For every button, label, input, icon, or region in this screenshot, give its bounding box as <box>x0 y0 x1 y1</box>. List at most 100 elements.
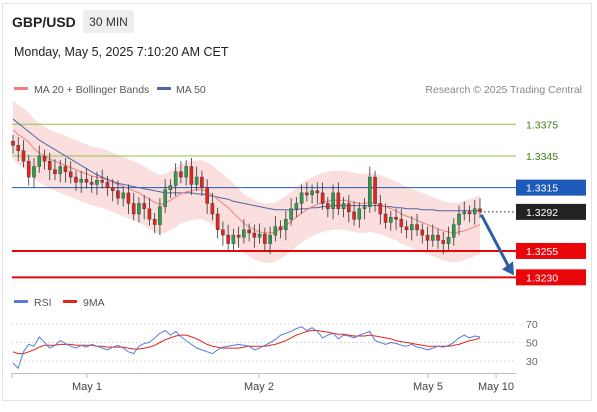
candlestick <box>236 226 241 248</box>
bollinger-band-area <box>13 100 480 263</box>
timeframe-badge[interactable] <box>83 10 134 33</box>
candlestick <box>79 170 83 193</box>
x-axis-tick-label: May 1 <box>72 381 102 393</box>
candle-body <box>47 161 52 170</box>
candle-body <box>383 213 388 223</box>
candle-body <box>200 176 204 188</box>
candle-body <box>305 192 309 196</box>
candlestick <box>362 198 367 220</box>
candle-body <box>221 229 225 236</box>
candlestick <box>163 179 167 213</box>
candle-body <box>168 185 173 190</box>
candlestick <box>158 198 162 236</box>
candle-body <box>441 240 446 244</box>
candle-body <box>152 219 157 225</box>
candlestick <box>410 216 414 241</box>
rsi-grid: 70 50 30 <box>12 319 538 368</box>
candlestick <box>247 223 251 242</box>
candlestick <box>116 180 120 205</box>
candlestick <box>446 226 451 250</box>
candlestick <box>299 184 304 214</box>
candle-body <box>294 203 299 209</box>
candle-body <box>210 203 215 215</box>
price-level-tag-1.3315 <box>516 179 586 196</box>
candle-body <box>315 190 320 194</box>
candle-body <box>231 234 236 244</box>
candle-body <box>184 166 188 178</box>
candlestick <box>105 176 110 197</box>
candle-body <box>436 234 440 241</box>
candlestick <box>368 166 372 213</box>
candle-body <box>68 171 73 178</box>
candlestick <box>21 140 26 168</box>
candlestick <box>268 226 272 255</box>
candle-body <box>352 211 356 220</box>
ma9-legend-swatch <box>63 300 77 303</box>
candle-body <box>126 192 131 204</box>
ma20-legend-swatch <box>14 87 28 90</box>
candlestick <box>142 195 146 220</box>
candlestick <box>184 160 188 186</box>
moving-averages <box>12 118 481 234</box>
candle-body <box>100 180 104 183</box>
candle-body <box>273 226 278 236</box>
copyright-label: Research © 2025 Trading Central <box>425 84 582 96</box>
candle-body <box>252 232 257 238</box>
candle-body <box>137 203 141 215</box>
candle-body <box>84 178 89 183</box>
candle-body <box>299 192 304 204</box>
candle-body <box>331 192 335 209</box>
candlestick <box>179 161 183 184</box>
candlestick <box>47 152 52 181</box>
candle-body <box>431 234 435 241</box>
chart-datetime: Monday, May 5, 2025 7:10:20 AM CET <box>14 45 229 59</box>
candlestick <box>137 197 141 223</box>
candle-body <box>58 166 62 175</box>
candlestick <box>273 216 278 242</box>
rsi-line <box>12 326 481 369</box>
candle-body <box>362 206 367 209</box>
candlestick <box>404 220 409 239</box>
candle-body <box>451 224 456 238</box>
price-level-label-1.3315: 1.3315 <box>526 183 558 195</box>
candlestick <box>457 205 461 236</box>
candlestick <box>394 208 398 230</box>
candlestick <box>16 136 21 162</box>
candlestick <box>451 218 456 246</box>
candlestick <box>305 182 309 202</box>
candle-body <box>74 176 78 183</box>
rsi-legend-label: RSI <box>34 297 52 309</box>
candle-body <box>110 187 115 191</box>
price-level-label-1.3375: 1.3375 <box>526 119 558 131</box>
candlestick <box>173 163 178 197</box>
candle-body <box>189 166 194 185</box>
candle-body <box>131 203 136 215</box>
candle-body <box>289 208 293 220</box>
candle-body <box>446 237 451 244</box>
candlestick <box>378 195 383 225</box>
candlestick <box>58 160 62 183</box>
candlestick <box>284 210 288 241</box>
candlesticks <box>11 134 482 255</box>
candlestick <box>336 182 341 216</box>
candlestick <box>263 227 267 252</box>
candlestick <box>289 198 293 226</box>
price-level-tag-1.3230 <box>516 269 586 286</box>
candlestick <box>383 203 388 229</box>
candlestick <box>294 197 299 218</box>
candle-body <box>420 229 425 236</box>
candle-body <box>320 192 325 204</box>
rsi-lines <box>12 326 481 369</box>
price-level-label-1.3345: 1.3345 <box>526 151 558 163</box>
candlestick <box>210 192 215 221</box>
x-axis: May 1 May 2 May 5 May 10 <box>11 373 514 393</box>
candlestick <box>310 184 314 204</box>
candle-body <box>21 150 26 162</box>
candlestick <box>74 170 78 191</box>
candlestick <box>467 205 472 223</box>
candle-body <box>425 234 430 241</box>
candle-body <box>163 189 167 207</box>
candle-body <box>116 190 120 199</box>
symbol-title: GBP/USD <box>12 14 76 30</box>
